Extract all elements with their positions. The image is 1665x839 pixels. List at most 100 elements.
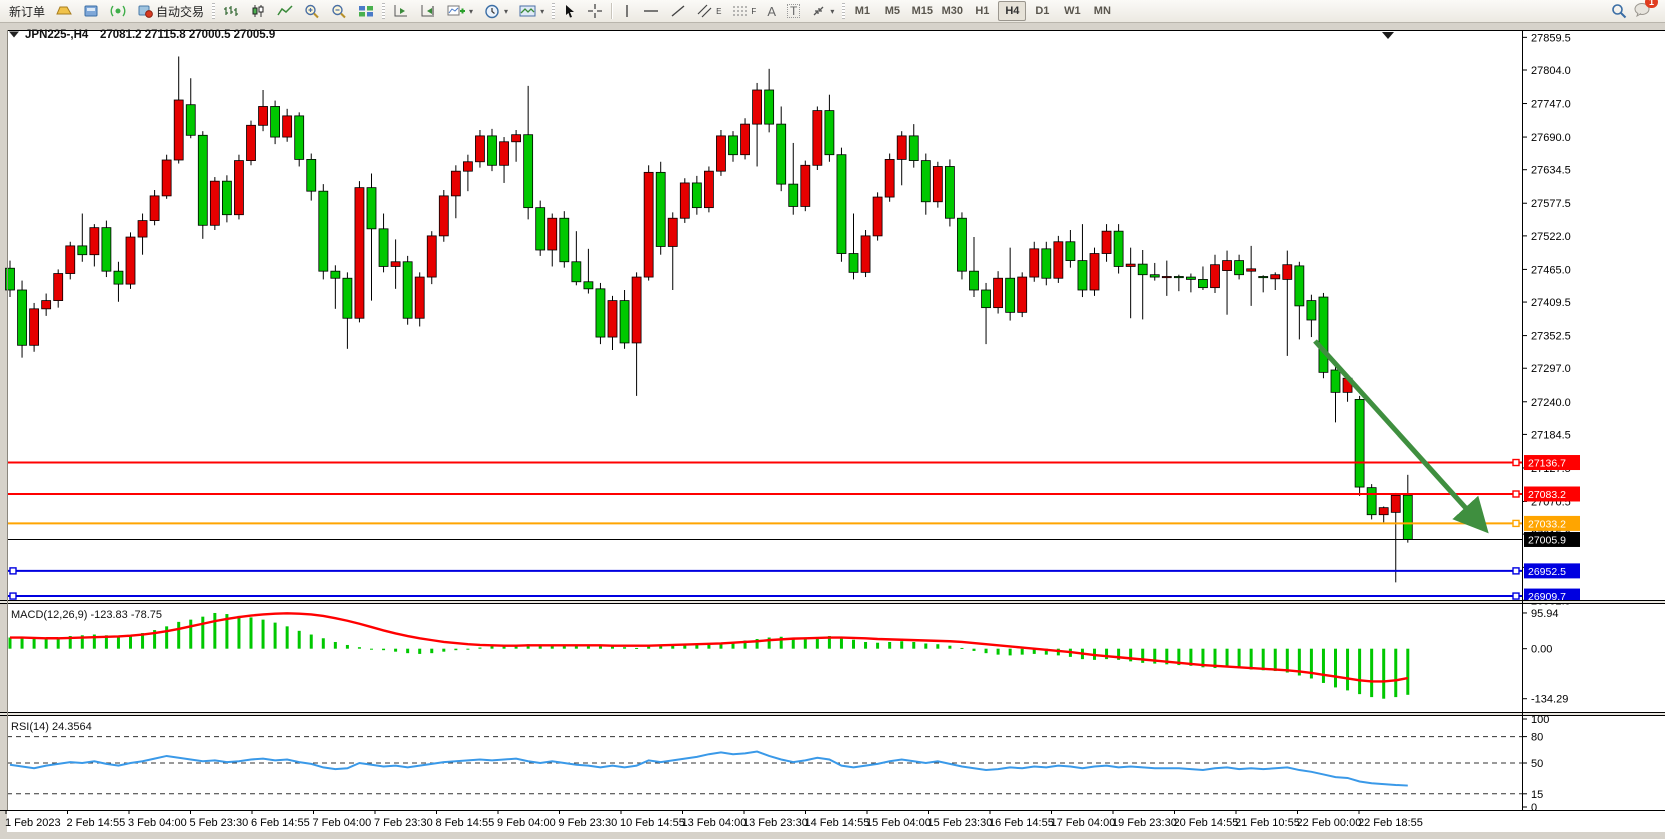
macd-histogram-bar [1285, 648, 1289, 673]
timeframe-button-D1[interactable]: D1 [1035, 5, 1050, 17]
candle [884, 153, 895, 202]
candle-body [559, 217, 570, 263]
timeframe-button-H4[interactable]: H4 [998, 1, 1027, 21]
timeframe-button-M15[interactable]: M15 [911, 5, 934, 17]
candle [101, 220, 112, 278]
candle [1306, 294, 1317, 338]
macd-histogram-bar [562, 645, 566, 649]
add-indicator-button[interactable]: ▾ [442, 0, 478, 22]
channel-tool-button[interactable]: E [692, 0, 726, 22]
panel-splitter[interactable] [0, 601, 1665, 603]
zoom-out-icon [332, 4, 346, 18]
horizontal-line-tool-button[interactable] [638, 0, 664, 22]
timeframe-button-M30[interactable]: M30 [941, 5, 964, 17]
macd-histogram-bar [116, 636, 120, 649]
candle-body [691, 182, 702, 209]
macd-histogram-bar [707, 643, 711, 649]
signal-button[interactable] [105, 0, 131, 22]
time-axis-label: 6 Feb 14:55 [251, 817, 310, 829]
candle [402, 255, 413, 325]
timeframe-button-M5[interactable]: M5 [884, 5, 900, 17]
panel-splitter[interactable] [0, 713, 1665, 715]
time-axis-label: 13 Feb 23:30 [743, 817, 808, 829]
chart-shift-marker[interactable] [1382, 32, 1394, 39]
period-clock-button[interactable]: ▾ [479, 0, 513, 22]
candle-body [414, 276, 425, 319]
candle [487, 128, 497, 172]
zoom-out-button[interactable] [326, 0, 352, 22]
macd-axis-label: -134.29 [1531, 694, 1568, 706]
candle [306, 153, 317, 201]
notifications-button[interactable]: 1 [1633, 0, 1658, 22]
trend-arrow-annotation[interactable] [1313, 339, 1489, 534]
zoom-in-button[interactable] [299, 0, 325, 22]
fibonacci-tool-button[interactable]: F [727, 0, 761, 22]
timeframe-button-MN[interactable]: MN [1093, 5, 1111, 17]
candle-body [378, 228, 389, 267]
macd-histogram-bar [912, 641, 916, 649]
bar-chart-button[interactable] [218, 0, 244, 22]
candle [438, 190, 449, 242]
timeframe-button-W1[interactable]: W1 [1064, 5, 1081, 17]
gold-ingot-icon [56, 6, 72, 15]
trendline-tool-button[interactable] [665, 0, 691, 22]
candle [691, 175, 702, 215]
candle [571, 231, 582, 286]
candle [595, 282, 606, 345]
timeframe-button-M1[interactable]: M1 [854, 5, 870, 17]
macd-histogram-bar [876, 642, 880, 649]
tile-windows-button[interactable] [353, 0, 379, 22]
chart-title-ohlc: 27081.2 27115.8 27000.5 27005.9 [100, 29, 275, 41]
candle-body [209, 180, 220, 226]
candle [1089, 247, 1100, 296]
candle [161, 154, 172, 199]
macd-histogram-bar [550, 645, 554, 649]
macd-histogram-bar [755, 639, 759, 649]
candle [366, 173, 377, 301]
cursor-tool-button[interactable] [558, 0, 582, 22]
autotrading-button[interactable]: 自动交易 [132, 0, 209, 22]
candle [1005, 247, 1016, 321]
candle-body [667, 217, 678, 247]
gold-ingot-button[interactable] [51, 0, 77, 22]
candlestick-chart-button[interactable] [245, 0, 271, 22]
rsi-line [9, 750, 1408, 787]
line-chart-button[interactable] [272, 0, 298, 22]
text-tool-button[interactable]: A [762, 0, 781, 22]
candle [475, 130, 485, 168]
candle-body [294, 115, 305, 160]
template-button[interactable]: ▾ [514, 0, 549, 22]
vertical-line-tool-button[interactable] [617, 0, 637, 22]
window-frame-left [0, 23, 7, 839]
macd-histogram-bar [586, 644, 590, 649]
chart-autoscroll-button[interactable] [415, 0, 441, 22]
line-handle[interactable] [1512, 458, 1520, 467]
line-handle[interactable] [9, 567, 17, 575]
line-handle[interactable] [9, 592, 17, 600]
line-handle[interactable] [1512, 490, 1520, 498]
line-handle[interactable] [1512, 519, 1520, 528]
line-handle[interactable] [1512, 567, 1520, 575]
price-tag-label: 27136.7 [1528, 458, 1566, 470]
arrows-tool-button[interactable]: ▾ [806, 0, 839, 22]
macd-histogram-bar [936, 644, 940, 649]
market-watch-button[interactable] [78, 0, 104, 22]
zoom-in-icon [305, 4, 319, 18]
macd-histogram-bar [285, 626, 289, 649]
candle [643, 165, 654, 281]
search-icon[interactable] [1611, 3, 1627, 19]
text-label-tool-button[interactable]: T [782, 0, 805, 22]
new-order-button[interactable]: 新订单 [4, 0, 50, 22]
candle-body [161, 159, 172, 197]
candle [426, 231, 437, 285]
line-handle[interactable] [1512, 592, 1520, 600]
timeframe-button-H1[interactable]: H1 [975, 5, 990, 17]
candle [1065, 230, 1076, 268]
vertical-line-icon [626, 5, 628, 17]
macd-histogram-bar [1334, 648, 1337, 688]
candle-body [354, 187, 365, 319]
chart-shift-button[interactable] [388, 0, 414, 22]
symbol-dropdown-icon[interactable] [9, 31, 19, 38]
crosshair-tool-button[interactable] [583, 0, 607, 22]
candle [740, 118, 750, 160]
